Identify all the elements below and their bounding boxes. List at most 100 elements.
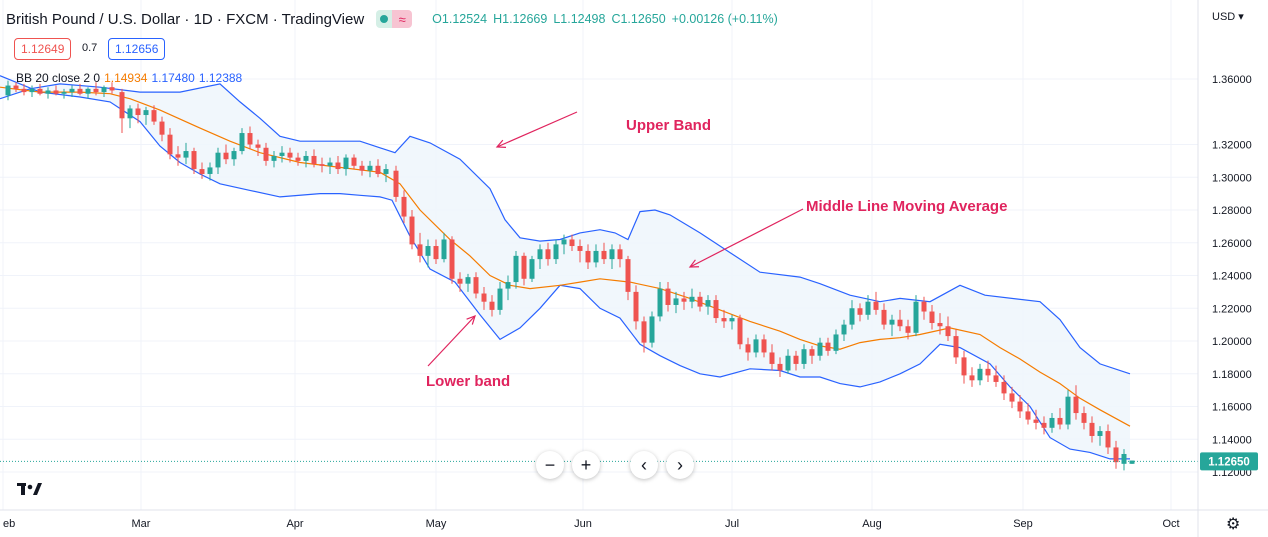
annotation-arrows — [427, 111, 804, 367]
candle — [1033, 409, 1039, 430]
candle — [151, 105, 157, 125]
candle — [287, 147, 293, 163]
change-value: +0.00126 (+0.11%) — [671, 12, 778, 26]
candle — [985, 360, 991, 382]
candle — [61, 88, 67, 99]
candle — [897, 309, 903, 332]
currency-dropdown[interactable]: USD ▾ — [1212, 11, 1244, 23]
candle — [383, 164, 389, 183]
candle — [817, 337, 823, 361]
bollinger-band-fill — [0, 75, 1130, 459]
candle — [303, 151, 309, 168]
candle — [561, 234, 567, 255]
time-axis[interactable]: eb Mar Apr May Jun Jul Aug Sep Oct — [3, 518, 1180, 530]
candle — [77, 83, 83, 96]
candle — [577, 239, 583, 263]
candle — [279, 146, 285, 163]
candle — [609, 244, 615, 269]
candle — [175, 146, 181, 166]
candle — [425, 239, 431, 268]
wave-icon[interactable]: ≈ — [392, 10, 413, 28]
scroll-right-icon[interactable]: › — [666, 451, 694, 479]
candle — [367, 160, 373, 178]
candle — [1057, 408, 1063, 430]
candle — [167, 128, 173, 160]
candle — [183, 142, 189, 165]
candle — [745, 337, 751, 361]
lower-band-line — [0, 75, 1130, 460]
candle — [85, 87, 91, 99]
tradingview-logo-icon[interactable] — [16, 480, 46, 498]
candle — [849, 300, 855, 330]
candle — [489, 295, 495, 317]
indicator-name[interactable]: BB 20 close 2 0 — [16, 71, 101, 85]
candle — [1081, 406, 1087, 430]
candle — [921, 296, 927, 320]
candle — [231, 147, 237, 166]
indicator-legend[interactable]: BB 20 close 2 0 1.14934 1.17480 1.12388 — [16, 71, 242, 85]
zoom-out-icon[interactable]: − — [536, 451, 564, 479]
middle-line-arrow — [688, 208, 804, 268]
candle — [825, 337, 831, 356]
chart-navigation: − + ‹ › — [536, 451, 694, 479]
candle — [207, 162, 213, 181]
candle — [785, 349, 791, 374]
candle — [537, 244, 543, 269]
candle — [473, 272, 479, 299]
x-tick-label: Aug — [862, 518, 882, 530]
candle — [199, 162, 205, 179]
candle — [1049, 413, 1055, 433]
candle — [833, 329, 839, 355]
scroll-left-icon[interactable]: ‹ — [630, 451, 658, 479]
candle — [119, 88, 125, 134]
candle — [601, 242, 607, 265]
candle — [905, 319, 911, 340]
candle — [945, 316, 951, 341]
candle — [433, 239, 439, 265]
buy-button[interactable]: 1.12656 — [108, 38, 166, 60]
candle — [215, 147, 221, 174]
eye-icon[interactable] — [376, 10, 393, 28]
candle — [969, 367, 975, 387]
sell-button[interactable]: 1.12649 — [14, 38, 72, 60]
candle — [45, 87, 51, 99]
symbol-title[interactable]: British Pound / U.S. Dollar · 1D · FXCM … — [6, 10, 365, 28]
visibility-toggle[interactable]: ≈ — [376, 10, 413, 28]
candle — [457, 272, 463, 292]
x-tick-label: Jul — [725, 518, 739, 530]
candle — [649, 311, 655, 348]
x-tick-label: May — [426, 518, 447, 530]
settings-gear-icon[interactable]: ⚙ — [1226, 516, 1241, 533]
price-axis[interactable]: 1.36000 1.32000 1.30000 1.28000 1.26000 1.240… — [1212, 74, 1252, 479]
y-tick-label: 1.26000 — [1212, 238, 1252, 250]
candle — [311, 149, 317, 168]
ohlc-readout: O1.12524 H1.12669 L1.12498 C1.12650 +0.0… — [432, 12, 778, 26]
y-tick-label: 1.32000 — [1212, 140, 1252, 152]
y-tick-label: 1.36000 — [1212, 74, 1252, 86]
candle — [1105, 424, 1111, 454]
candle — [239, 128, 245, 155]
indicator-middle-value: 1.14934 — [104, 71, 148, 85]
candle — [263, 142, 269, 166]
candle — [135, 103, 141, 124]
candle — [617, 244, 623, 268]
low-value: L1.12498 — [553, 12, 606, 26]
candle — [109, 82, 115, 94]
candle — [481, 286, 487, 310]
spread-value: 0.7 — [82, 38, 98, 58]
candle — [585, 244, 591, 269]
candle — [633, 285, 639, 330]
candle — [673, 291, 679, 314]
candle — [255, 139, 261, 156]
candle — [69, 85, 75, 98]
y-tick-label: 1.30000 — [1212, 172, 1252, 184]
upper-band-arrow — [495, 111, 578, 148]
y-tick-label: 1.16000 — [1212, 402, 1252, 414]
y-tick-label: 1.22000 — [1212, 303, 1252, 315]
candle — [21, 83, 27, 96]
zoom-in-icon[interactable]: + — [572, 451, 600, 479]
candle — [857, 303, 863, 322]
candle — [441, 232, 447, 263]
candle — [769, 344, 775, 371]
